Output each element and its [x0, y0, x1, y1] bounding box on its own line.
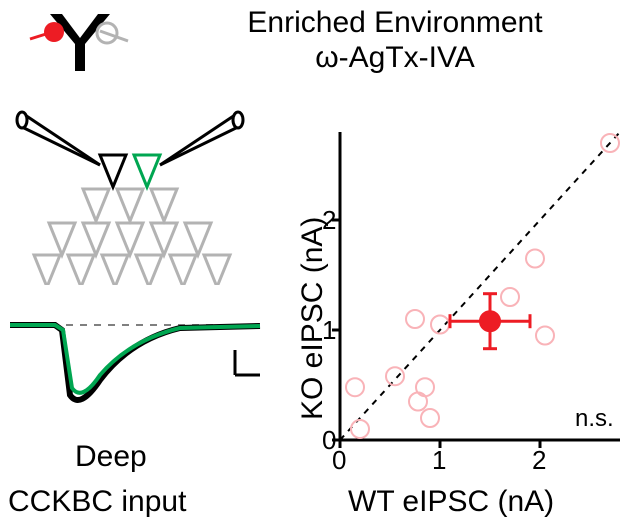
deep-label: Deep — [75, 440, 147, 474]
ipsc-trace — [0, 300, 270, 430]
x-tick-1: 1 — [432, 445, 446, 476]
ns-annotation: n.s. — [575, 405, 614, 433]
y-tick-0: 0 — [322, 425, 336, 456]
x-tick-2: 2 — [532, 445, 546, 476]
y-tick-1: 1 — [322, 315, 336, 346]
neuron-icon — [20, 6, 150, 86]
title-line2: ω-AgTx-IVA — [165, 41, 625, 76]
title-line1: Enriched Environment — [165, 6, 625, 41]
figure-title: Enriched Environment ω-AgTx-IVA — [165, 6, 625, 75]
y-tick-2: 2 — [322, 205, 336, 236]
x-axis-label: WT eIPSC (nA) — [348, 485, 554, 519]
cckbc-label: CCKBC input — [8, 485, 186, 519]
cell-schematic — [0, 95, 270, 285]
